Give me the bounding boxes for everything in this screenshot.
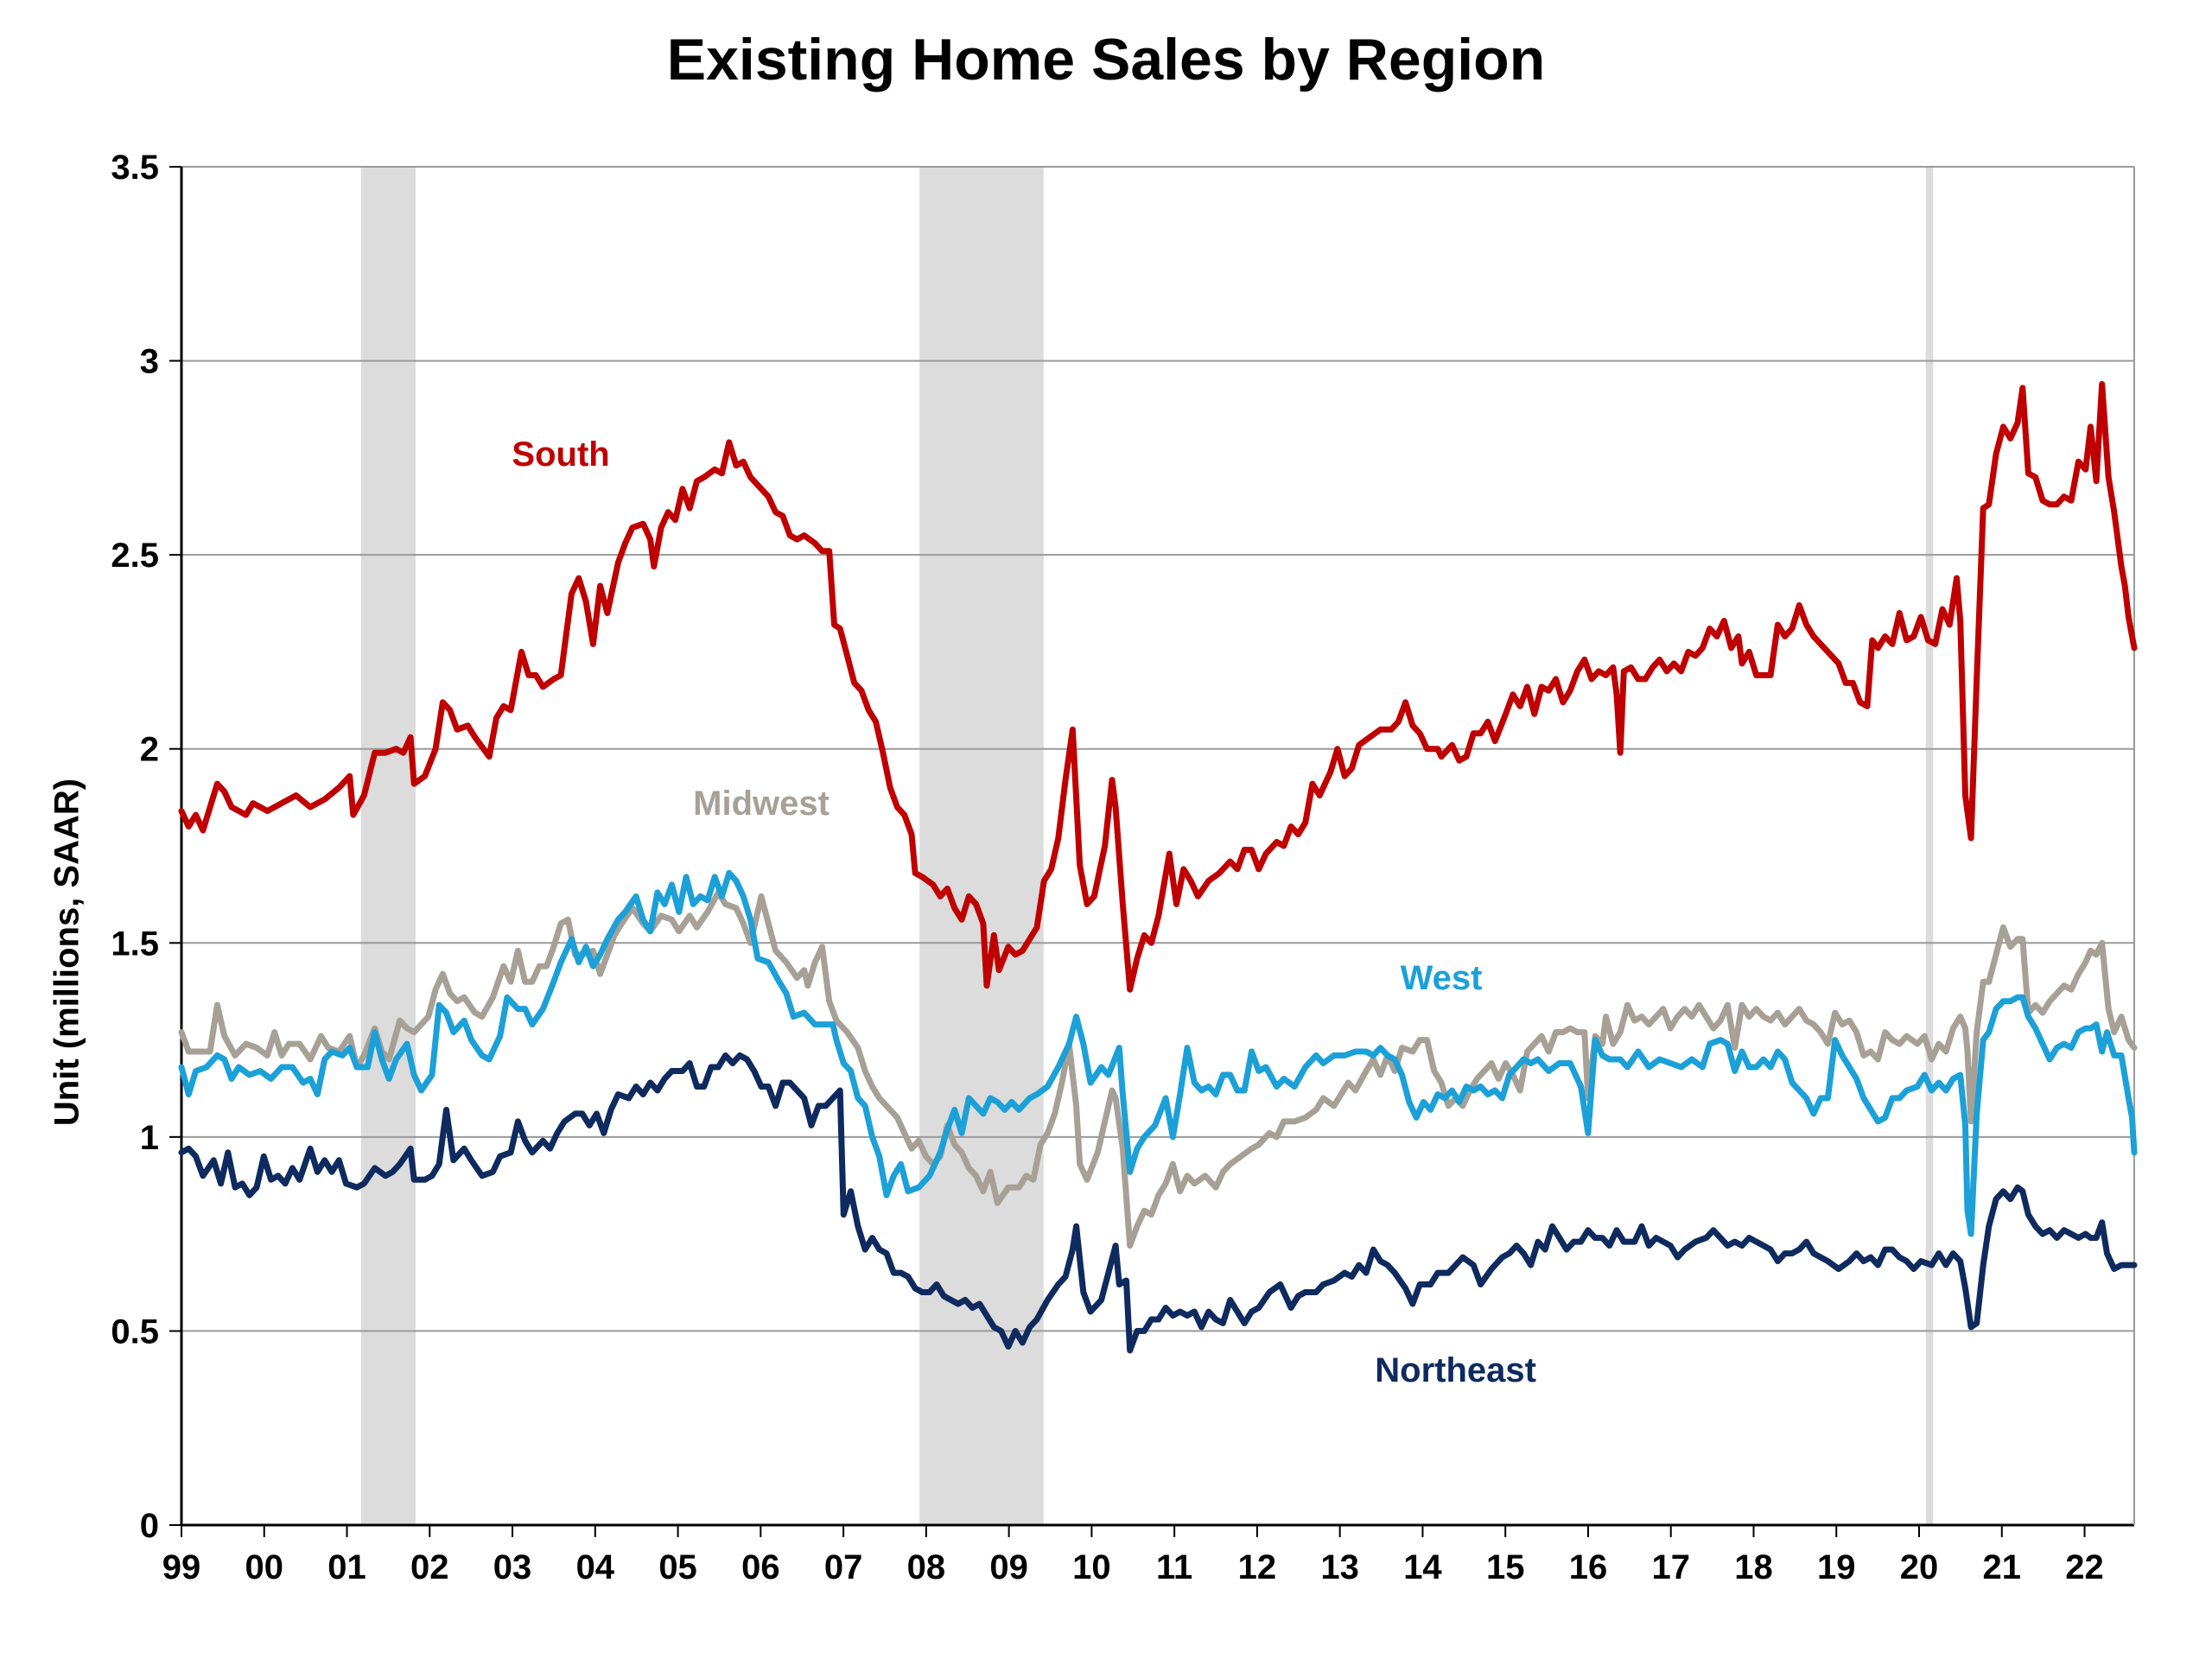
x-tick-label: 03 — [493, 1548, 532, 1586]
series-labels: South Midwest West Northeast — [512, 435, 1536, 1389]
series-line-midwest — [178, 889, 2138, 1249]
x-tick-label: 08 — [907, 1548, 946, 1586]
x-tick-label: 06 — [741, 1548, 780, 1586]
series-lines — [178, 381, 2138, 1354]
y-tick-label: 3.5 — [111, 149, 159, 187]
series-label-west: West — [1401, 959, 1483, 997]
series-line-south — [178, 381, 2138, 993]
series-label-south: South — [512, 435, 609, 474]
x-tick-label: 10 — [1072, 1548, 1111, 1586]
x-tick-label: 14 — [1403, 1548, 1442, 1586]
chart-title: Existing Home Sales by Region — [666, 27, 1546, 92]
y-tick-label: 0.5 — [111, 1313, 159, 1351]
gridlines — [181, 166, 2134, 1332]
x-tick-label: 21 — [1983, 1548, 2022, 1586]
x-tick-label: 07 — [824, 1548, 863, 1586]
x-tick-label: 04 — [576, 1548, 615, 1586]
y-tick-label: 3 — [140, 343, 159, 381]
x-tick-label: 16 — [1569, 1548, 1608, 1586]
y-tick-label: 0 — [140, 1507, 159, 1545]
series-line-northeast — [178, 1052, 2138, 1354]
x-tick-label: 11 — [1156, 1548, 1192, 1586]
axes: 0 0.5 1 1.5 2 2.5 3 3.5 99 00 01 02 03 04 05 06 07 08 09 10… — [111, 149, 2135, 1586]
series-label-midwest: Midwest — [693, 785, 830, 823]
recession-band — [360, 167, 416, 1525]
x-tick-label: 12 — [1238, 1548, 1277, 1586]
x-tick-label: 99 — [162, 1548, 201, 1586]
x-tick-label: 18 — [1734, 1548, 1773, 1586]
y-tick-label: 1 — [140, 1119, 159, 1157]
x-tick-label: 02 — [410, 1548, 449, 1586]
x-tick-label: 00 — [245, 1548, 284, 1586]
y-tick-label: 1.5 — [111, 925, 159, 963]
series-line-west — [178, 869, 2138, 1237]
x-tick-label: 09 — [989, 1548, 1028, 1586]
x-tick-label: 17 — [1651, 1548, 1690, 1586]
x-tick-label: 13 — [1320, 1548, 1359, 1586]
y-tick-label: 2.5 — [111, 537, 159, 575]
recession-band — [1925, 167, 1934, 1525]
x-tick-label: 01 — [327, 1548, 366, 1586]
series-label-northeast: Northeast — [1375, 1351, 1536, 1389]
x-tick-label: 20 — [1900, 1548, 1939, 1586]
x-tick-label: 15 — [1486, 1548, 1525, 1586]
x-tick-label: 22 — [2065, 1548, 2104, 1586]
y-tick-label: 2 — [140, 731, 159, 769]
x-tick-label: 19 — [1817, 1548, 1856, 1586]
recession-band — [919, 167, 1044, 1525]
recession-bands — [360, 167, 1934, 1525]
x-tick-label: 05 — [658, 1548, 697, 1586]
